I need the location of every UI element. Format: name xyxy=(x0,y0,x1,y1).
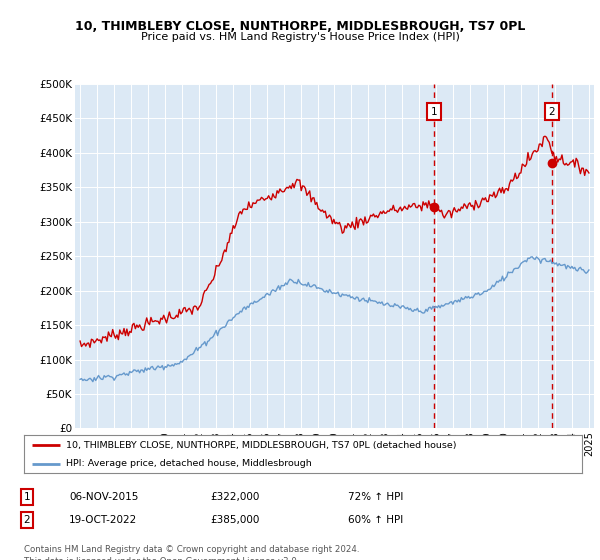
Text: £385,000: £385,000 xyxy=(210,515,259,525)
Text: Price paid vs. HM Land Registry's House Price Index (HPI): Price paid vs. HM Land Registry's House … xyxy=(140,32,460,43)
Text: 60% ↑ HPI: 60% ↑ HPI xyxy=(348,515,403,525)
Text: 06-NOV-2015: 06-NOV-2015 xyxy=(69,492,139,502)
Text: HPI: Average price, detached house, Middlesbrough: HPI: Average price, detached house, Midd… xyxy=(66,459,311,468)
Text: 10, THIMBLEBY CLOSE, NUNTHORPE, MIDDLESBROUGH, TS7 0PL (detached house): 10, THIMBLEBY CLOSE, NUNTHORPE, MIDDLESB… xyxy=(66,441,457,450)
Text: 19-OCT-2022: 19-OCT-2022 xyxy=(69,515,137,525)
Text: 10, THIMBLEBY CLOSE, NUNTHORPE, MIDDLESBROUGH, TS7 0PL: 10, THIMBLEBY CLOSE, NUNTHORPE, MIDDLESB… xyxy=(75,20,525,32)
Text: 2: 2 xyxy=(23,515,31,525)
Text: 1: 1 xyxy=(23,492,31,502)
Text: 72% ↑ HPI: 72% ↑ HPI xyxy=(348,492,403,502)
Text: 1: 1 xyxy=(430,106,437,116)
Text: 2: 2 xyxy=(548,106,555,116)
Text: £322,000: £322,000 xyxy=(210,492,259,502)
Text: Contains HM Land Registry data © Crown copyright and database right 2024.
This d: Contains HM Land Registry data © Crown c… xyxy=(24,545,359,560)
